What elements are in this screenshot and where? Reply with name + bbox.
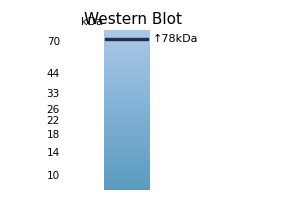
Text: ↑78kDa: ↑78kDa [152,34,198,44]
Text: kDa: kDa [81,17,103,27]
Title: Western Blot: Western Blot [85,12,182,27]
